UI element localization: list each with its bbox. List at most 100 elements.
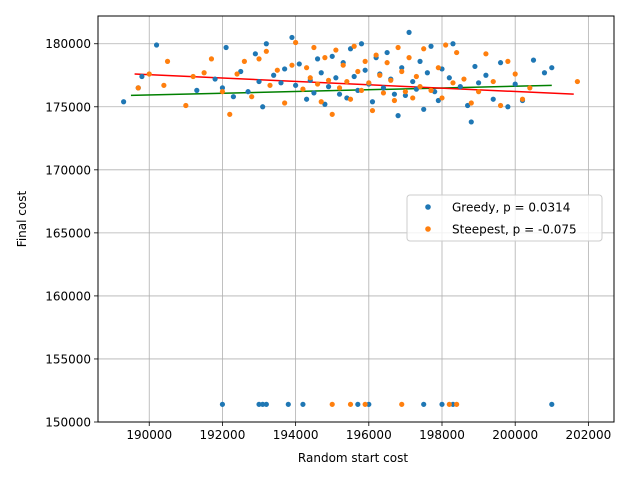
greedy-point: [402, 92, 409, 99]
steepest-point: [340, 62, 346, 68]
steepest-point: [164, 58, 171, 64]
greedy-point: [541, 70, 548, 76]
greedy-trend-line: [130, 84, 552, 97]
y-tick-label: 160000: [45, 289, 91, 303]
steepest-point: [219, 89, 226, 95]
steepest-point: [135, 85, 141, 91]
greedy-point: [318, 70, 324, 76]
greedy-point: [483, 72, 489, 78]
steepest-point: [395, 44, 401, 51]
steepest-point: [227, 111, 233, 117]
greedy-point: [384, 49, 390, 56]
steepest-point: [333, 47, 339, 53]
greedy-point: [219, 401, 226, 407]
steepest-point: [314, 81, 321, 87]
greedy-point: [212, 76, 218, 82]
steepest-point: [318, 99, 324, 105]
greedy-point: [391, 91, 398, 97]
legend-label-steepest: Steepest, p = -0.075: [452, 223, 577, 237]
steepest-point: [362, 58, 368, 64]
steepest-point: [366, 80, 372, 86]
greedy-point: [366, 401, 372, 407]
greedy-point: [256, 401, 262, 407]
greedy-point: [446, 75, 452, 81]
x-tick-label: 202000: [565, 428, 611, 442]
greedy-point: [219, 85, 226, 91]
greedy-point: [428, 43, 434, 49]
steepest-point: [388, 77, 394, 83]
y-axis-label: Final cost: [15, 191, 29, 248]
greedy-point: [282, 66, 288, 72]
greedy-point: [395, 113, 401, 119]
greedy-point: [351, 73, 357, 80]
greedy-point: [121, 99, 127, 105]
greedy-point: [475, 80, 482, 86]
x-tick-label: 190000: [126, 428, 172, 442]
greedy-point: [549, 65, 555, 71]
greedy-point: [336, 91, 343, 97]
steepest-point: [161, 82, 167, 88]
greedy-point: [369, 99, 376, 105]
steepest-point: [399, 68, 405, 75]
x-axis-label: Random start cost: [298, 451, 408, 465]
y-tick-label: 165000: [45, 226, 91, 240]
steepest-point: [241, 58, 247, 64]
greedy-point: [329, 53, 335, 59]
greedy-point: [505, 104, 511, 110]
steepest-point: [249, 94, 255, 100]
steepest-point: [208, 56, 215, 62]
steepest-point: [303, 65, 310, 71]
steepest-point: [454, 49, 460, 56]
steepest-point: [380, 90, 387, 96]
steepest-point: [358, 87, 365, 93]
steepest-point: [322, 55, 328, 61]
steepest-point: [377, 72, 383, 78]
greedy-point: [355, 87, 361, 93]
greedy-point: [303, 96, 310, 102]
steepest-point: [329, 111, 335, 117]
greedy-point: [421, 106, 427, 112]
x-tick-label: 200000: [492, 428, 538, 442]
steepest-point: [421, 46, 427, 52]
greedy-point: [325, 84, 332, 90]
y-tick-label: 170000: [45, 163, 91, 177]
steepest-point: [355, 68, 361, 75]
steepest-point: [454, 401, 460, 407]
greedy-point: [413, 86, 419, 92]
plot-frame: [97, 15, 615, 423]
greedy-point: [406, 29, 412, 35]
steepest-point: [282, 100, 288, 106]
greedy-point: [230, 94, 237, 100]
steepest-point: [417, 84, 423, 90]
legend-label-greedy: Greedy, p = 0.0314: [452, 201, 570, 215]
greedy-point: [322, 101, 328, 107]
greedy-point: [417, 58, 423, 64]
steepest-point: [435, 65, 441, 71]
greedy-point: [450, 401, 456, 407]
greedy-point: [421, 401, 427, 407]
steepest-point: [402, 89, 409, 95]
steepest-point: [201, 70, 207, 76]
steepest-point: [519, 96, 526, 102]
steepest-point: [267, 82, 273, 88]
steepest-point: [307, 75, 313, 81]
greedy-point: [194, 87, 200, 93]
greedy-point: [271, 72, 277, 78]
greedy-point: [410, 78, 416, 85]
steepest-point: [300, 86, 306, 92]
greedy-point: [472, 63, 478, 70]
steepest-point: [461, 76, 467, 82]
greedy-point: [245, 89, 251, 95]
steepest-point: [369, 107, 376, 114]
steepest-point: [293, 39, 299, 46]
steepest-point: [329, 401, 335, 407]
steepest-point: [263, 48, 269, 54]
legend-marker-greedy: [425, 204, 431, 210]
steepest-point: [428, 87, 434, 93]
greedy-point: [260, 104, 266, 110]
greedy-point: [399, 65, 405, 71]
steepest-point: [527, 85, 533, 91]
greedy-point: [465, 102, 471, 109]
x-tick-label: 196000: [346, 428, 392, 442]
